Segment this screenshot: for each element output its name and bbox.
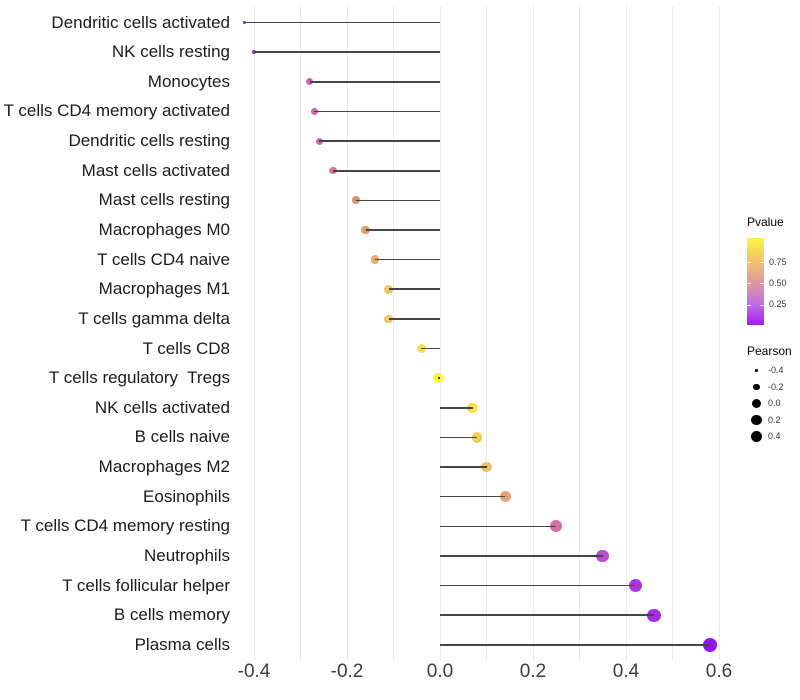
lollipop-stem: [374, 258, 440, 261]
lollipop-dot: [647, 608, 661, 622]
lollipop-stem: [333, 169, 440, 172]
pvalue-tick-mark: [760, 283, 764, 285]
x-tick-label: 0.0: [426, 661, 454, 682]
pearson-size-label: 0.0: [768, 398, 781, 409]
pvalue-tick-mark: [747, 304, 751, 306]
y-axis-label: T cells CD4 memory activated: [3, 101, 230, 121]
legend-pearson-title: Pearson: [747, 344, 792, 358]
lollipop-dot: [329, 167, 337, 175]
lollipop-stem: [314, 110, 440, 113]
x-tick-label: -0.4: [237, 661, 271, 682]
lollipop-stem: [254, 51, 440, 54]
lollipop-dot: [384, 284, 394, 294]
gridline: [532, 6, 534, 660]
lollipop-dot: [384, 314, 394, 324]
gridline: [439, 6, 441, 660]
y-axis-label: Dendritic cells resting: [68, 131, 230, 151]
lollipop-stem: [440, 466, 487, 468]
lollipop-stem: [388, 318, 440, 320]
lollipop-stem: [440, 614, 654, 616]
x-tick-label: 0.2: [519, 661, 547, 682]
gridline: [393, 6, 394, 660]
lollipop-stem: [440, 525, 557, 528]
y-axis-label: Monocytes: [147, 71, 230, 91]
lollipop-stem: [365, 229, 440, 231]
pearson-size-label: 0.2: [768, 414, 781, 425]
y-axis-label: Eosinophils: [143, 486, 230, 506]
pvalue-tick-mark: [747, 283, 751, 285]
y-axis-label: NK cells resting: [111, 42, 230, 62]
y-axis-label: T cells CD4 naive: [97, 249, 230, 269]
lollipop-stem: [440, 644, 710, 646]
lollipop-stem: [244, 21, 440, 24]
lollipop-stem: [440, 555, 603, 557]
y-axis-label: B cells naive: [134, 427, 230, 447]
gridline: [672, 6, 673, 660]
lollipop-dot: [702, 637, 717, 652]
lollipop-stem: [440, 495, 506, 498]
lollipop-dot: [352, 196, 361, 205]
gridline: [579, 6, 580, 660]
pearson-size-dot: [754, 369, 759, 373]
pvalue-tick-label: 0.50: [769, 277, 787, 288]
y-axis-label: T cells gamma delta: [78, 308, 230, 328]
lollipop-stem: [437, 377, 440, 379]
gridline: [486, 6, 487, 660]
pearson-size-label: -0.4: [768, 365, 784, 376]
lollipop-dot: [306, 78, 314, 86]
pearson-size-dot: [753, 383, 760, 391]
lollipop-stem: [440, 584, 636, 587]
y-axis-label: T cells CD8: [142, 338, 230, 358]
lollipop-stem: [388, 288, 440, 291]
y-axis-label: Macrophages M0: [98, 220, 230, 239]
x-tick-label: 0.6: [705, 661, 733, 682]
lollipop-stem: [319, 140, 440, 142]
y-axis-label: Plasma cells: [134, 634, 230, 654]
pvalue-tick-mark: [760, 304, 764, 306]
y-axis-label: Mast cells resting: [98, 190, 230, 210]
pearson-size-dot: [752, 399, 761, 409]
lollipop-dot: [471, 432, 483, 443]
y-axis-label: T cells CD4 memory resting: [20, 516, 230, 536]
y-axis-label: B cells memory: [113, 605, 230, 625]
pvalue-tick-label: 0.75: [769, 256, 787, 267]
y-axis-label: NK cells activated: [94, 397, 230, 417]
y-axis-label: T cells follicular helper: [62, 575, 230, 595]
pearson-size-label: 0.4: [768, 431, 781, 442]
pvalue-tick-mark: [747, 262, 751, 264]
lollipop-dot: [311, 108, 318, 115]
y-axis-label: Dendritic cells activated: [51, 12, 230, 32]
y-axis-label: Macrophages M1: [98, 279, 230, 299]
gridline: [346, 6, 348, 660]
lollipop-stem: [356, 199, 440, 202]
lollipop-stem: [440, 436, 478, 439]
lollipop-stem: [440, 406, 473, 409]
lollipop-dot: [416, 343, 427, 354]
lollipop-dot: [251, 50, 257, 55]
pearson-size-dot: [750, 430, 763, 443]
gridline: [253, 6, 255, 660]
lollipop-stem: [309, 81, 440, 83]
gridline: [625, 6, 627, 660]
pvalue-tick-label: 0.25: [769, 299, 787, 310]
x-tick-label: 0.4: [612, 661, 640, 682]
gridline: [718, 6, 720, 660]
pearson-size-label: -0.2: [768, 381, 784, 392]
pvalue-gradient-bar: [747, 238, 764, 325]
pvalue-tick-mark: [760, 262, 764, 264]
lollipop-dot: [361, 225, 370, 235]
lollipop-dot: [315, 137, 323, 145]
y-axis-label: Mast cells activated: [81, 160, 230, 180]
gridline: [300, 6, 301, 660]
y-axis-label: Macrophages M2: [98, 457, 230, 477]
lollipop-dot: [370, 255, 380, 264]
pearson-size-dot: [751, 415, 762, 426]
legend-pvalue-title: Pvalue: [747, 215, 784, 229]
y-axis-label: Neutrophils: [144, 545, 230, 565]
lollipop-stem: [421, 347, 440, 350]
y-axis-label: T cells regulatory Tregs: [48, 368, 230, 388]
x-tick-label: -0.2: [330, 661, 364, 682]
